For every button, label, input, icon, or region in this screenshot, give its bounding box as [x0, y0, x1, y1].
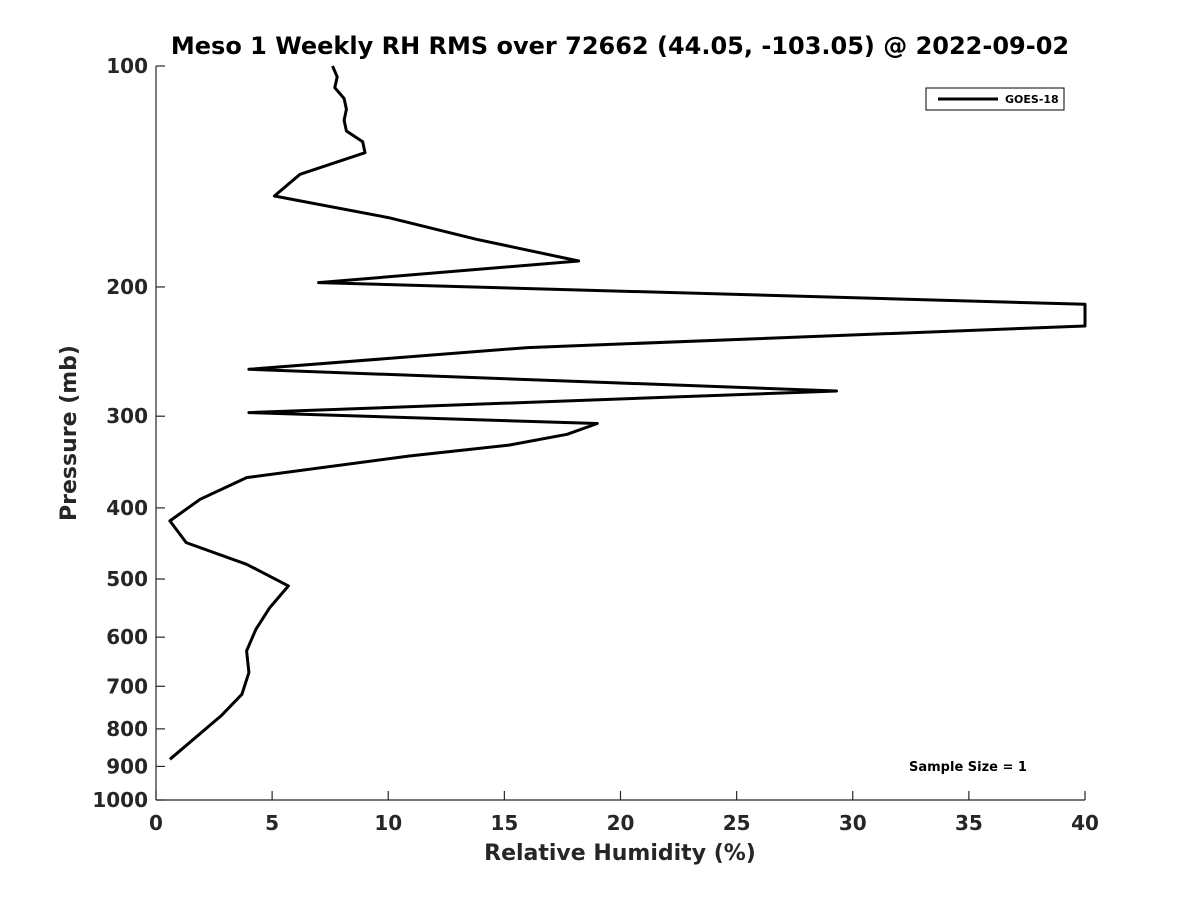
y-tick-label: 1000: [92, 788, 148, 812]
y-tick-label: 600: [106, 625, 148, 649]
y-tick-label: 300: [106, 404, 148, 428]
x-tick-label: 5: [265, 811, 279, 835]
y-tick-label: 700: [106, 674, 148, 698]
x-tick-label: 20: [607, 811, 635, 835]
y-tick-label: 200: [106, 275, 148, 299]
x-tick-label: 15: [490, 811, 518, 835]
x-tick-label: 30: [839, 811, 867, 835]
y-tick-label: 100: [106, 54, 148, 78]
x-tick-label: 40: [1071, 811, 1099, 835]
y-axis-label: Pressure (mb): [57, 345, 82, 521]
legend: GOES-18: [925, 87, 1065, 111]
y-tick-label: 800: [106, 717, 148, 741]
sample-size-annotation: Sample Size = 1: [909, 760, 1027, 775]
x-axis: 0 5 10 15 20 25 30 35 40: [149, 791, 1099, 835]
chart-title: Meso 1 Weekly RH RMS over 72662 (44.05, …: [171, 32, 1069, 60]
x-tick-label: 35: [955, 811, 983, 835]
x-tick-label: 0: [149, 811, 163, 835]
y-tick-label: 900: [106, 754, 148, 778]
y-tick-label: 500: [106, 567, 148, 591]
series-line-goes18: [168, 65, 1087, 761]
x-tick-label: 25: [723, 811, 751, 835]
legend-label: GOES-18: [1005, 93, 1059, 106]
axes-box: [155, 66, 1085, 801]
x-axis-label: Relative Humidity (%): [484, 841, 756, 866]
y-axis: 100 200 300 400 500 600 700 800 900 1000: [92, 54, 165, 812]
x-tick-label: 10: [374, 811, 402, 835]
y-tick-label: 400: [106, 496, 148, 520]
